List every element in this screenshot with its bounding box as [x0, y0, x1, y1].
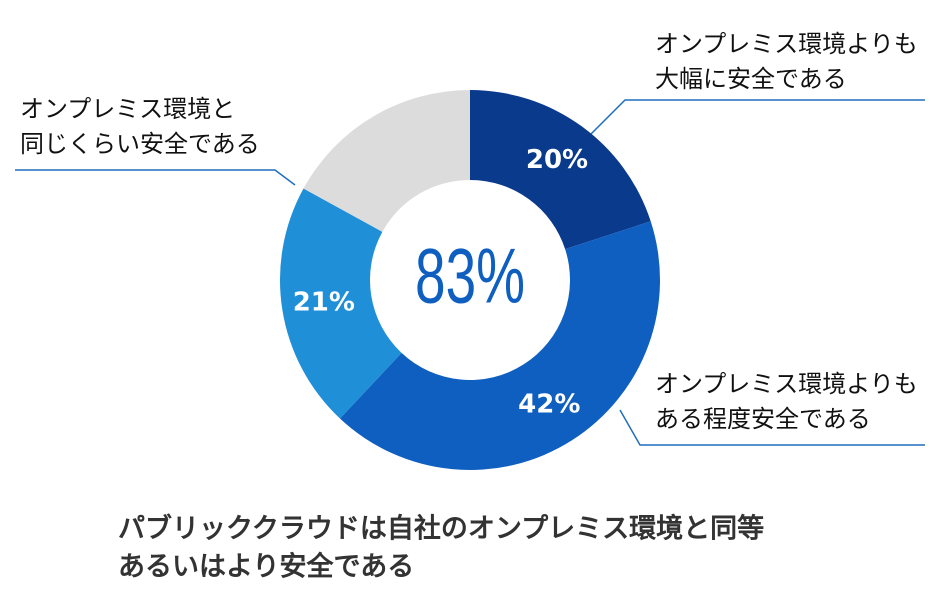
donut-segment	[280, 188, 402, 419]
donut-segment	[470, 90, 651, 250]
chart-title: あるいはより安全である	[118, 551, 414, 583]
center-label: 83%	[415, 232, 525, 320]
value-label: 42%	[518, 389, 580, 419]
value-label: 20%	[526, 145, 588, 175]
category-label: オンプレミス環境よりも	[655, 30, 918, 58]
category-label: オンプレミス環境と	[20, 95, 235, 123]
category-label: 同じくらい安全である	[20, 130, 260, 158]
category-label: 大幅に安全である	[655, 65, 847, 93]
category-label: ある程度安全である	[655, 405, 871, 433]
donut-segment	[303, 90, 470, 232]
leader-line	[619, 409, 925, 446]
value-label: 21%	[293, 288, 355, 318]
category-label: オンプレミス環境よりも	[655, 370, 918, 398]
leader-line	[589, 99, 925, 136]
chart-title: パブリッククラウドは自社のオンプレミス環境と同等	[118, 513, 764, 545]
donut-segment	[339, 221, 660, 470]
leader-line	[15, 169, 296, 186]
